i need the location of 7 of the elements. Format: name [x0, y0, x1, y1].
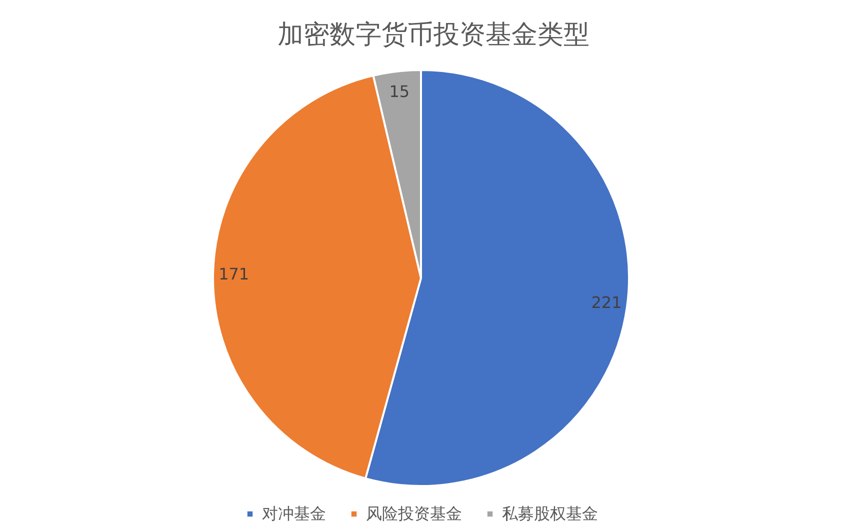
data-label: 171 [218, 264, 250, 284]
legend-label: 风险投资基金 [366, 504, 462, 523]
chart-title: 加密数字货币投资基金类型 [278, 20, 590, 50]
legend-label: 私募股权基金 [502, 504, 598, 523]
data-label: 15 [389, 82, 410, 102]
legend-label: 对冲基金 [262, 504, 326, 523]
data-label: 221 [591, 293, 622, 312]
